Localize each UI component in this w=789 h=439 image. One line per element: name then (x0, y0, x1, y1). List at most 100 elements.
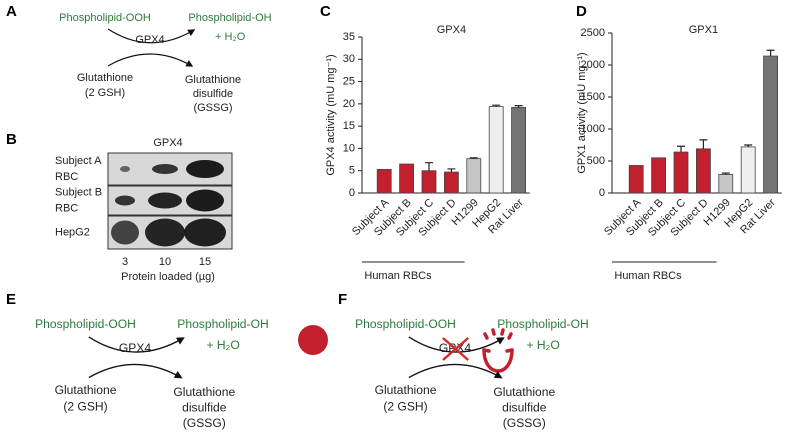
error-bar (425, 162, 433, 171)
coproduct: Glutathione (493, 385, 555, 399)
blot-band (115, 195, 135, 206)
enzyme: GPX4 (119, 341, 152, 355)
bar (763, 55, 778, 194)
y-tick-label: 5 (349, 165, 355, 177)
coproduct: (GSSG) (193, 102, 232, 114)
lane-label: 10 (159, 256, 171, 268)
arrow (107, 53, 194, 67)
reaction-diagram: Phospholipid-OOH Phospholipid-OH+ H₂OGPX4… (355, 317, 589, 430)
ruptured-cell (482, 328, 514, 373)
y-tick-label: 0 (599, 187, 605, 199)
blot-title: GPX4 (153, 137, 182, 149)
substrate: Phospholipid-OOH (35, 317, 136, 331)
coproduct: disulfide (193, 88, 233, 100)
coproduct: Glutathione (185, 74, 241, 86)
blot-row-label: RBC (55, 171, 78, 183)
y-tick-label: 15 (343, 120, 355, 132)
lane-label: 15 (199, 256, 211, 268)
error-bar (744, 144, 753, 147)
y-tick-label: 1000 (581, 123, 605, 135)
cosubstrate: (2 GSH) (383, 400, 427, 414)
bar (673, 151, 689, 194)
water: + H₂O (206, 338, 239, 352)
cosubstrate: (2 GSH) (63, 400, 107, 414)
blot-band (184, 218, 226, 247)
cosubstrate: Glutathione (77, 72, 133, 84)
panel-letter: E (6, 291, 16, 308)
panel-letter: D (576, 3, 587, 20)
bar (651, 157, 666, 194)
reaction-diagram: Phospholipid-OOH Phospholipid-OH + H₂O GPX4… (59, 12, 271, 114)
error-bar (766, 49, 775, 57)
y-tick-label: 30 (343, 53, 355, 65)
blot-band (152, 164, 178, 174)
error-bar (469, 157, 478, 159)
y-tick-label: 2000 (581, 59, 605, 71)
y-axis-label: GPX1 activity (mU mg⁻¹) (576, 52, 588, 173)
y-tick-label: 500 (587, 155, 605, 167)
chart-title: GPX4 (437, 24, 466, 36)
bar (421, 170, 437, 194)
y-tick-label: 25 (343, 75, 355, 87)
cosubstrate: (2 GSH) (85, 87, 125, 99)
y-tick-label: 35 (343, 31, 355, 43)
substrate: Phospholipid-OOH (355, 317, 456, 331)
intact-cell (298, 325, 328, 355)
bar (696, 148, 711, 194)
product: Phospholipid-OH (177, 317, 268, 331)
blot-band (120, 166, 130, 172)
blot-band (148, 192, 182, 209)
bar (628, 165, 644, 194)
error-bar (721, 172, 730, 175)
chart-title: GPX1 (689, 24, 718, 36)
blot-band (145, 218, 185, 247)
group-label: Human RBCs (364, 270, 432, 282)
error-bar (699, 139, 708, 149)
coproduct: disulfide (502, 401, 547, 415)
enzyme: GPX4 (135, 34, 164, 46)
bar (488, 106, 504, 194)
product: Phospholipid-OH (497, 317, 588, 331)
cosubstrate: Glutathione (375, 383, 437, 397)
y-axis-label: GPX4 activity (mU mg⁻¹) (325, 54, 337, 175)
panel-letter: C (320, 3, 331, 20)
product: Phospholipid-OH (188, 12, 271, 24)
panel-letter: F (338, 291, 347, 308)
error-bar (492, 104, 501, 107)
coproduct: (GSSG) (503, 416, 546, 430)
blot-band (111, 220, 139, 245)
arrow (107, 28, 196, 44)
blot-row-label: Subject A (55, 155, 102, 167)
blot-band (186, 160, 224, 178)
blot-row-label: Subject B (55, 186, 102, 198)
coproduct: Glutathione (173, 385, 235, 399)
blot-xlabel: Protein loaded (µg) (121, 271, 215, 283)
panel-letter: A (6, 3, 17, 20)
bar (466, 158, 482, 194)
arrow (408, 363, 503, 379)
inhibition-cross (442, 337, 469, 361)
blot-band (186, 189, 224, 212)
bar (443, 171, 459, 194)
bar (399, 163, 415, 194)
bar (511, 107, 527, 194)
y-tick-label: 1500 (581, 91, 605, 103)
lane-label: 3 (122, 256, 128, 268)
arrow (88, 336, 185, 353)
y-tick-label: 0 (349, 187, 355, 199)
blot-row-label: RBC (55, 202, 78, 214)
bar (376, 168, 392, 194)
water: + H₂O (215, 31, 246, 43)
y-tick-label: 10 (343, 142, 355, 154)
cosubstrate: Glutathione (55, 383, 117, 397)
group-label: Human RBCs (614, 270, 682, 282)
coproduct: disulfide (182, 401, 227, 415)
bar (718, 174, 734, 194)
reaction-diagram: Phospholipid-OOH Phospholipid-OH + H₂O GPX4… (35, 317, 269, 430)
error-bar (514, 105, 523, 108)
y-tick-label: 2500 (581, 27, 605, 39)
panel-letter: B (6, 131, 17, 148)
bar (740, 146, 756, 194)
substrate: Phospholipid-OOH (59, 12, 151, 24)
